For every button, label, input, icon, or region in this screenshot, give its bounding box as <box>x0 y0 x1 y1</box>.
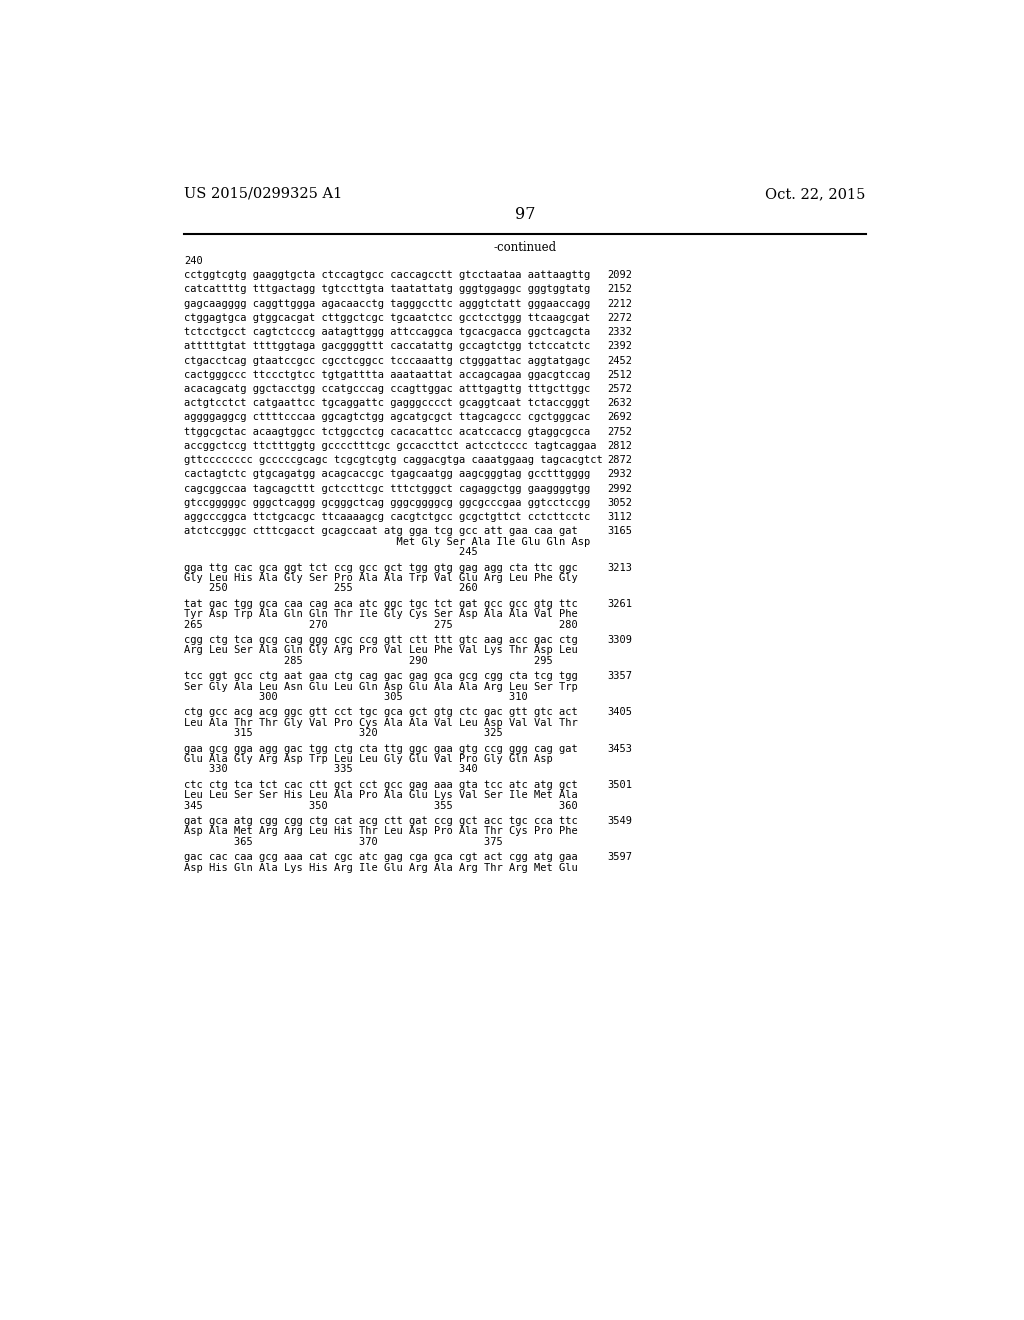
Text: acacagcatg ggctacctgg ccatgcccag ccagttggac atttgagttg tttgcttggc: acacagcatg ggctacctgg ccatgcccag ccagttg… <box>183 384 590 393</box>
Text: accggctccg ttctttggtg gcccctttcgc gccaccttct actcctcccc tagtcaggaa: accggctccg ttctttggtg gcccctttcgc gccacc… <box>183 441 596 451</box>
Text: cactgggccc ttccctgtcc tgtgatttta aaataattat accagcagaa ggacgtccag: cactgggccc ttccctgtcc tgtgatttta aaataat… <box>183 370 590 380</box>
Text: 2512: 2512 <box>607 370 632 380</box>
Text: tcc ggt gcc ctg aat gaa ctg cag gac gag gca gcg cgg cta tcg tgg: tcc ggt gcc ctg aat gaa ctg cag gac gag … <box>183 671 578 681</box>
Text: gtccgggggc gggctcaggg gcgggctcag gggcggggcg ggcgcccgaa ggtcctccgg: gtccgggggc gggctcaggg gcgggctcag gggcggg… <box>183 498 590 508</box>
Text: 3261: 3261 <box>607 599 632 609</box>
Text: ctc ctg tca tct cac ctt gct cct gcc gag aaa gta tcc atc atg gct: ctc ctg tca tct cac ctt gct cct gcc gag … <box>183 780 578 789</box>
Text: aggcccggca ttctgcacgc ttcaaaagcg cacgtctgcc gcgctgttct cctcttcctc: aggcccggca ttctgcacgc ttcaaaagcg cacgtct… <box>183 512 590 523</box>
Text: 300                 305                 310: 300 305 310 <box>183 692 527 702</box>
Text: 2632: 2632 <box>607 399 632 408</box>
Text: 265                 270                 275                 280: 265 270 275 280 <box>183 619 578 630</box>
Text: cctggtcgtg gaaggtgcta ctccagtgcc caccagcctt gtcctaataa aattaagttg: cctggtcgtg gaaggtgcta ctccagtgcc caccagc… <box>183 271 590 280</box>
Text: ctggagtgca gtggcacgat cttggctcgc tgcaatctcc gcctcctggg ttcaagcgat: ctggagtgca gtggcacgat cttggctcgc tgcaatc… <box>183 313 590 323</box>
Text: 2752: 2752 <box>607 426 632 437</box>
Text: 3112: 3112 <box>607 512 632 523</box>
Text: 3453: 3453 <box>607 743 632 754</box>
Text: 97: 97 <box>514 206 536 223</box>
Text: ctg gcc acg acg ggc gtt cct tgc gca gct gtg ctc gac gtt gtc act: ctg gcc acg acg ggc gtt cct tgc gca gct … <box>183 708 578 717</box>
Text: cactagtctc gtgcagatgg acagcaccgc tgagcaatgg aagcgggtag gcctttgggg: cactagtctc gtgcagatgg acagcaccgc tgagcaa… <box>183 470 590 479</box>
Text: tat gac tgg gca caa cag aca atc ggc tgc tct gat gcc gcc gtg ttc: tat gac tgg gca caa cag aca atc ggc tgc … <box>183 599 578 609</box>
Text: 3357: 3357 <box>607 671 632 681</box>
Text: Glu Ala Gly Arg Asp Trp Leu Leu Gly Glu Val Pro Gly Gln Asp: Glu Ala Gly Arg Asp Trp Leu Leu Gly Glu … <box>183 754 553 764</box>
Text: aggggaggcg cttttcccaa ggcagtctgg agcatgcgct ttagcagccc cgctgggcac: aggggaggcg cttttcccaa ggcagtctgg agcatgc… <box>183 412 590 422</box>
Text: Asp Ala Met Arg Arg Leu His Thr Leu Asp Pro Ala Thr Cys Pro Phe: Asp Ala Met Arg Arg Leu His Thr Leu Asp … <box>183 826 578 837</box>
Text: 2572: 2572 <box>607 384 632 393</box>
Text: tctcctgcct cagtctcccg aatagttggg attccaggca tgcacgacca ggctcagcta: tctcctgcct cagtctcccg aatagttggg attccag… <box>183 327 590 337</box>
Text: 3052: 3052 <box>607 498 632 508</box>
Text: 315                 320                 325: 315 320 325 <box>183 729 503 738</box>
Text: Ser Gly Ala Leu Asn Glu Leu Gln Asp Glu Ala Ala Arg Leu Ser Trp: Ser Gly Ala Leu Asn Glu Leu Gln Asp Glu … <box>183 681 578 692</box>
Text: 2692: 2692 <box>607 412 632 422</box>
Text: gga ttg cac gca ggt tct ccg gcc gct tgg gtg gag agg cta ttc ggc: gga ttg cac gca ggt tct ccg gcc gct tgg … <box>183 562 578 573</box>
Text: ttggcgctac acaagtggcc tctggcctcg cacacattcc acatccaccg gtaggcgcca: ttggcgctac acaagtggcc tctggcctcg cacacat… <box>183 426 590 437</box>
Text: catcattttg tttgactagg tgtccttgta taatattatg gggtggaggc gggtggtatg: catcattttg tttgactagg tgtccttgta taatatt… <box>183 284 590 294</box>
Text: gac cac caa gcg aaa cat cgc atc gag cga gca cgt act cgg atg gaa: gac cac caa gcg aaa cat cgc atc gag cga … <box>183 853 578 862</box>
Text: actgtcctct catgaattcc tgcaggattc gagggcccct gcaggtcaat tctaccgggt: actgtcctct catgaattcc tgcaggattc gagggcc… <box>183 399 590 408</box>
Text: gaa gcg gga agg gac tgg ctg cta ttg ggc gaa gtg ccg ggg cag gat: gaa gcg gga agg gac tgg ctg cta ttg ggc … <box>183 743 578 754</box>
Text: gttcccccccc gcccccgcagc tcgcgtcgtg caggacgtga caaatggaag tagcacgtct: gttcccccccc gcccccgcagc tcgcgtcgtg cagga… <box>183 455 602 465</box>
Text: 250                 255                 260: 250 255 260 <box>183 583 477 594</box>
Text: atttttgtat ttttggtaga gacggggttt caccatattg gccagtctgg tctccatctc: atttttgtat ttttggtaga gacggggttt caccata… <box>183 342 590 351</box>
Text: 3549: 3549 <box>607 816 632 826</box>
Text: Oct. 22, 2015: Oct. 22, 2015 <box>765 187 866 201</box>
Text: 3165: 3165 <box>607 527 632 536</box>
Text: 3597: 3597 <box>607 853 632 862</box>
Text: 2272: 2272 <box>607 313 632 323</box>
Text: US 2015/0299325 A1: US 2015/0299325 A1 <box>183 187 342 201</box>
Text: -continued: -continued <box>494 240 556 253</box>
Text: gagcaagggg caggttggga agacaacctg tagggccttc agggtctatt gggaaccagg: gagcaagggg caggttggga agacaacctg tagggcc… <box>183 298 590 309</box>
Text: atctccgggc ctttcgacct gcagccaat atg gga tcg gcc att gaa caa gat: atctccgggc ctttcgacct gcagccaat atg gga … <box>183 527 578 536</box>
Text: 345                 350                 355                 360: 345 350 355 360 <box>183 800 578 810</box>
Text: 330                 335                 340: 330 335 340 <box>183 764 477 775</box>
Text: cgg ctg tca gcg cag ggg cgc ccg gtt ctt ttt gtc aag acc gac ctg: cgg ctg tca gcg cag ggg cgc ccg gtt ctt … <box>183 635 578 645</box>
Text: 245: 245 <box>183 548 477 557</box>
Text: Gly Leu His Ala Gly Ser Pro Ala Ala Trp Val Glu Arg Leu Phe Gly: Gly Leu His Ala Gly Ser Pro Ala Ala Trp … <box>183 573 578 583</box>
Text: 2872: 2872 <box>607 455 632 465</box>
Text: Tyr Asp Trp Ala Gln Gln Thr Ile Gly Cys Ser Asp Ala Ala Val Phe: Tyr Asp Trp Ala Gln Gln Thr Ile Gly Cys … <box>183 610 578 619</box>
Text: cagcggccaa tagcagcttt gctccttcgc tttctgggct cagaggctgg gaaggggtgg: cagcggccaa tagcagcttt gctccttcgc tttctgg… <box>183 483 590 494</box>
Text: 2152: 2152 <box>607 284 632 294</box>
Text: Leu Ala Thr Thr Gly Val Pro Cys Ala Ala Val Leu Asp Val Val Thr: Leu Ala Thr Thr Gly Val Pro Cys Ala Ala … <box>183 718 578 727</box>
Text: 3309: 3309 <box>607 635 632 645</box>
Text: Asp His Gln Ala Lys His Arg Ile Glu Arg Ala Arg Thr Arg Met Glu: Asp His Gln Ala Lys His Arg Ile Glu Arg … <box>183 862 578 873</box>
Text: 3213: 3213 <box>607 562 632 573</box>
Text: 3405: 3405 <box>607 708 632 717</box>
Text: 2092: 2092 <box>607 271 632 280</box>
Text: 2392: 2392 <box>607 342 632 351</box>
Text: Leu Leu Ser Ser His Leu Ala Pro Ala Glu Lys Val Ser Ile Met Ala: Leu Leu Ser Ser His Leu Ala Pro Ala Glu … <box>183 791 578 800</box>
Text: Arg Leu Ser Ala Gln Gly Arg Pro Val Leu Phe Val Lys Thr Asp Leu: Arg Leu Ser Ala Gln Gly Arg Pro Val Leu … <box>183 645 578 656</box>
Text: 240: 240 <box>183 256 203 267</box>
Text: 2452: 2452 <box>607 355 632 366</box>
Text: 365                 370                 375: 365 370 375 <box>183 837 503 846</box>
Text: 285                 290                 295: 285 290 295 <box>183 656 553 665</box>
Text: ctgacctcag gtaatccgcc cgcctcggcc tcccaaattg ctgggattac aggtatgagc: ctgacctcag gtaatccgcc cgcctcggcc tcccaaa… <box>183 355 590 366</box>
Text: gat gca atg cgg cgg ctg cat acg ctt gat ccg gct acc tgc cca ttc: gat gca atg cgg cgg ctg cat acg ctt gat … <box>183 816 578 826</box>
Text: 2812: 2812 <box>607 441 632 451</box>
Text: 2992: 2992 <box>607 483 632 494</box>
Text: 2212: 2212 <box>607 298 632 309</box>
Text: 2932: 2932 <box>607 470 632 479</box>
Text: Met Gly Ser Ala Ile Glu Gln Asp: Met Gly Ser Ala Ile Glu Gln Asp <box>183 537 590 546</box>
Text: 3501: 3501 <box>607 780 632 789</box>
Text: 2332: 2332 <box>607 327 632 337</box>
